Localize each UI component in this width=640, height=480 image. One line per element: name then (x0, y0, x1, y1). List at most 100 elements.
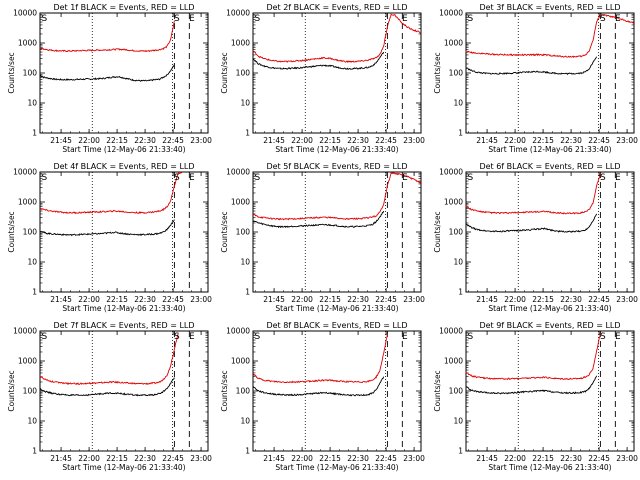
flare-marker-label: E (615, 14, 621, 24)
panel-title: Det 8f BLACK = Events, RED = LLD (266, 321, 407, 330)
y-tick-label: 1000 (444, 39, 463, 48)
y-axis-label: Counts/sec (433, 211, 442, 252)
x-tick-label: 22:45 (162, 295, 184, 304)
flare-marker-label: S (174, 14, 180, 24)
x-tick-label: 22:15 (106, 454, 128, 463)
series-line-events (252, 210, 385, 229)
y-tick-label: 10 (240, 258, 250, 267)
y-axis-label: Counts/sec (433, 52, 442, 93)
panel-det-8: Det 8f BLACK = Events, RED = LLD 1 10 100 10… (220, 321, 425, 472)
x-tick-label: 22:45 (588, 295, 610, 304)
flare-marker-label: S (42, 14, 48, 24)
y-tick-label: 100 (23, 228, 38, 237)
x-tick-label: 22:45 (375, 295, 397, 304)
x-tick-label: 21:45 (476, 136, 498, 145)
x-tick-label: 21:45 (50, 295, 72, 304)
y-tick-label: 1 (245, 129, 250, 138)
y-axis-label: Counts/sec (7, 370, 16, 411)
y-tick-label: 10000 (226, 327, 250, 336)
x-tick-label: 22:00 (504, 454, 526, 463)
y-tick-label: 1000 (231, 357, 250, 366)
y-tick-label: 10000 (226, 9, 250, 18)
y-tick-label: 100 (23, 69, 38, 78)
x-axis-label: Start Time (12-May-06 21:33:40) (488, 145, 611, 154)
series-line-lld (39, 171, 182, 215)
flare-marker-label: E (189, 332, 195, 342)
y-axis-label: Counts/sec (433, 370, 442, 411)
x-tick-label: 21:45 (263, 295, 285, 304)
x-tick-label: 22:15 (319, 454, 341, 463)
y-tick-label: 10000 (13, 168, 37, 177)
panel-det-4: Det 4f BLACK = Events, RED = LLD 1 10 100 10… (7, 162, 212, 313)
series-line-lld (465, 333, 601, 381)
plot-frame (39, 330, 209, 452)
x-tick-label: 22:15 (319, 136, 341, 145)
flare-marker-label: S (42, 173, 48, 183)
flare-marker-label: S (174, 173, 180, 183)
x-tick-label: 22:00 (504, 295, 526, 304)
x-tick-label: 23:00 (403, 136, 425, 145)
x-tick-label: 22:00 (78, 136, 100, 145)
panel-det-1: Det 1f BLACK = Events, RED = LLD 1 10 100 10… (7, 3, 212, 154)
x-tick-label: 23:00 (190, 295, 212, 304)
x-axis-label: Start Time (12-May-06 21:33:40) (62, 463, 185, 472)
x-tick-label: 23:00 (190, 454, 212, 463)
x-tick-label: 23:00 (190, 136, 212, 145)
panel-title: Det 7f BLACK = Events, RED = LLD (53, 321, 194, 330)
x-tick-label: 22:30 (560, 295, 582, 304)
y-tick-label: 1 (458, 288, 463, 297)
flare-marker-label: E (615, 173, 621, 183)
y-tick-label: 1 (458, 129, 463, 138)
y-tick-label: 1000 (18, 198, 37, 207)
flare-marker-label: S (600, 173, 606, 183)
x-tick-label: 22:30 (347, 454, 369, 463)
series-line-events (39, 64, 175, 82)
panel-title: Det 6f BLACK = Events, RED = LLD (479, 162, 620, 171)
plot-frame (252, 171, 422, 293)
series-line-lld (465, 13, 635, 59)
panel-title: Det 2f BLACK = Events, RED = LLD (266, 3, 407, 12)
x-axis-label: Start Time (12-May-06 21:33:40) (275, 304, 398, 313)
y-tick-label: 100 (236, 69, 251, 78)
series-line-events (465, 56, 598, 76)
y-tick-label: 10 (453, 258, 463, 267)
y-tick-label: 10 (453, 99, 463, 108)
y-tick-label: 10000 (439, 9, 463, 18)
y-tick-label: 10000 (439, 168, 463, 177)
y-tick-label: 100 (449, 69, 464, 78)
series-line-events (252, 51, 385, 70)
y-tick-label: 1000 (444, 198, 463, 207)
panel-det-3: Det 3f BLACK = Events, RED = LLD 1 10 100 10… (433, 3, 638, 154)
series-line-events (39, 377, 175, 397)
panel-det-5: Det 5f BLACK = Events, RED = LLD 1 10 100 10… (220, 162, 425, 313)
x-tick-label: 23:00 (616, 295, 638, 304)
x-tick-label: 23:00 (403, 295, 425, 304)
x-tick-label: 23:00 (616, 136, 638, 145)
x-tick-label: 22:00 (78, 295, 100, 304)
y-tick-label: 10000 (13, 327, 37, 336)
y-tick-label: 100 (449, 228, 464, 237)
y-tick-label: 100 (236, 228, 251, 237)
y-axis-label: Counts/sec (220, 52, 229, 93)
y-tick-label: 10 (453, 417, 463, 426)
flare-marker-label: S (255, 173, 261, 183)
y-tick-label: 10000 (439, 327, 463, 336)
x-tick-label: 22:00 (504, 136, 526, 145)
x-tick-label: 22:45 (162, 136, 184, 145)
y-axis-label: Counts/sec (220, 370, 229, 411)
x-tick-label: 23:00 (616, 454, 638, 463)
series-line-events (39, 219, 175, 237)
y-axis-label: Counts/sec (220, 211, 229, 252)
y-tick-label: 10 (240, 99, 250, 108)
x-tick-label: 22:30 (347, 295, 369, 304)
series-line-lld (39, 20, 175, 53)
flare-marker-label: S (255, 14, 261, 24)
y-tick-label: 1000 (231, 198, 250, 207)
y-axis-label: Counts/sec (7, 52, 16, 93)
series-line-lld (252, 333, 388, 384)
x-tick-label: 22:15 (532, 295, 554, 304)
panel-title: Det 4f BLACK = Events, RED = LLD (53, 162, 194, 171)
y-tick-label: 1 (245, 288, 250, 297)
y-tick-label: 1 (245, 447, 250, 456)
panel-det-7: Det 7f BLACK = Events, RED = LLD 1 10 100 10… (7, 321, 212, 472)
